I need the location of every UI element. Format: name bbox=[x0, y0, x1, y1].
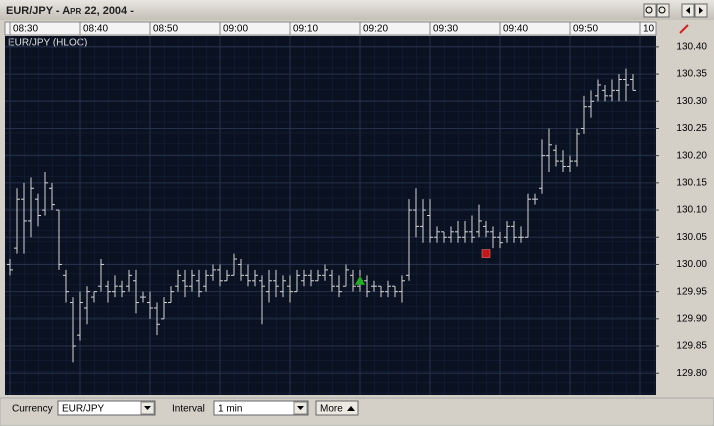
dropdown-arrow bbox=[144, 406, 151, 410]
interval-label: Interval bbox=[172, 404, 205, 415]
y-tick-label: 129.80 bbox=[676, 368, 707, 379]
x-tick-label: 09:00 bbox=[223, 24, 248, 35]
strip-layer: 08:30 08:40 08:50 09:00 09:10 09:20 09:30 09:40… bbox=[9, 22, 655, 35]
y-tick-label: 130.20 bbox=[676, 150, 707, 161]
more-button[interactable] bbox=[315, 400, 359, 416]
trade-marker bbox=[355, 275, 365, 285]
interval-select[interactable] bbox=[213, 400, 309, 416]
y-tick-label: 129.85 bbox=[676, 341, 707, 352]
dropdown-arrow bbox=[297, 406, 304, 410]
x-tick-label: 10 bbox=[643, 24, 655, 35]
more-arrow bbox=[347, 406, 355, 411]
title-bar bbox=[0, 0, 714, 20]
x-tick-label: 08:30 bbox=[13, 24, 38, 35]
y-axis-panel bbox=[657, 36, 711, 395]
currency-value: EUR/JPY bbox=[62, 404, 105, 415]
window-title: EUR/JPY - Apr 22, 2004 - bbox=[6, 5, 134, 17]
y-tick-label: 130.35 bbox=[676, 69, 707, 80]
trade-marker bbox=[481, 249, 491, 258]
arrow-left-icon bbox=[686, 7, 690, 14]
y-tick-label: 130.40 bbox=[676, 42, 707, 53]
y-tick-label: 129.90 bbox=[676, 313, 707, 324]
currency-select[interactable] bbox=[57, 400, 156, 416]
zoom-out-icon bbox=[658, 6, 666, 14]
draw-tool-icon[interactable] bbox=[679, 24, 689, 34]
toolbar-buttons[interactable] bbox=[643, 3, 708, 18]
y-tick-label: 130.15 bbox=[676, 178, 707, 189]
plot-layer bbox=[5, 36, 656, 395]
y-tick-label: 130.30 bbox=[676, 96, 707, 107]
y-tick-label: 130.25 bbox=[676, 123, 707, 134]
interval-value: 1 min bbox=[218, 404, 242, 415]
currency-label: Currency bbox=[12, 404, 53, 415]
more-button-label: More bbox=[320, 404, 343, 415]
x-tick-label: 09:50 bbox=[573, 24, 598, 35]
chart-title: EUR/JPY (HLOC) bbox=[8, 38, 87, 49]
y-tick-label: 129.95 bbox=[676, 286, 707, 297]
y-tick-label: 130.00 bbox=[676, 259, 707, 270]
arrow-right-icon bbox=[699, 7, 703, 14]
x-tick-label: 09:30 bbox=[433, 24, 458, 35]
x-tick-label: 09:40 bbox=[503, 24, 528, 35]
zoom-in-icon bbox=[645, 6, 653, 14]
y-tick-label: 130.10 bbox=[676, 205, 707, 216]
x-tick-label: 08:50 bbox=[153, 24, 178, 35]
x-tick-label: 09:10 bbox=[293, 24, 318, 35]
time-strip bbox=[4, 21, 657, 36]
minor-grid bbox=[5, 36, 656, 395]
x-tick-label: 08:40 bbox=[83, 24, 108, 35]
y-tick-label: 130.05 bbox=[676, 232, 707, 243]
x-tick-label: 09:20 bbox=[363, 24, 388, 35]
